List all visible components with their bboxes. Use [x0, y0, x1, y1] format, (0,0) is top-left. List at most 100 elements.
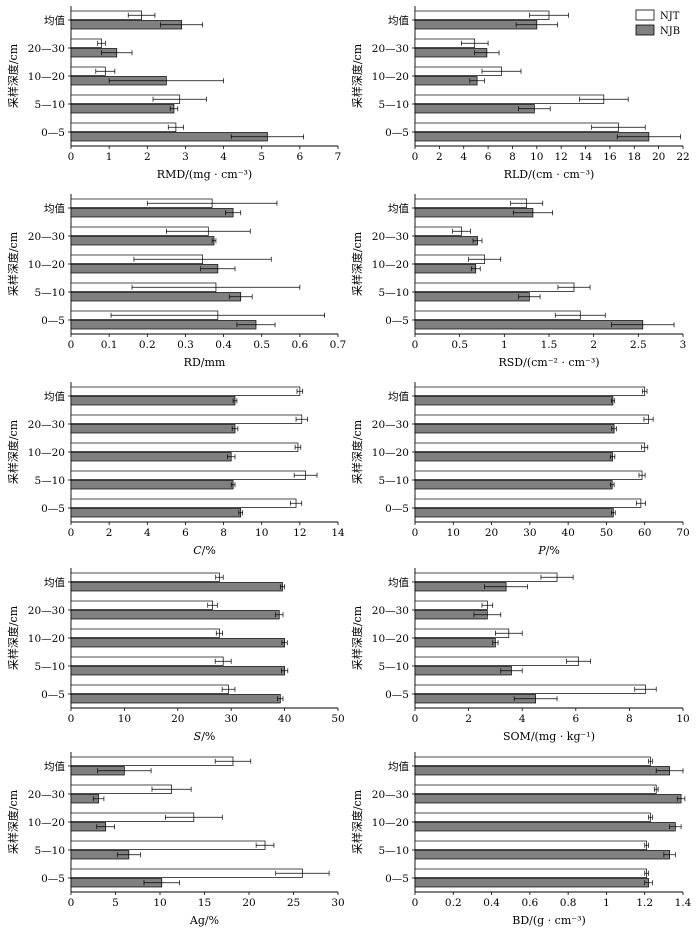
- bar-njt: [414, 600, 488, 610]
- y-tick-label: 20—30: [372, 605, 409, 617]
- bar-njb: [70, 236, 215, 246]
- x-tick-label: 0.5: [253, 339, 270, 351]
- x-tick-label: 0: [412, 897, 419, 909]
- x-tick-label: 40: [278, 713, 291, 725]
- x-axis-title: C/%: [193, 544, 216, 557]
- x-tick-label: 6: [572, 713, 579, 725]
- x-tick-label: 0.7: [330, 339, 347, 351]
- x-axis-title: BD/(g · cm⁻³): [512, 914, 586, 927]
- x-tick-label: 30: [225, 713, 238, 725]
- bar-njb: [70, 292, 242, 302]
- y-tick-label: 20—30: [28, 419, 65, 431]
- y-tick-label: 5—10: [378, 99, 409, 111]
- bar-njt: [70, 840, 266, 850]
- x-tick-label: 60: [638, 527, 651, 539]
- x-axis-title: RD/mm: [184, 356, 226, 369]
- x-tick-label: 0.3: [177, 339, 194, 351]
- x-tick-label: 20: [242, 897, 255, 909]
- bar-njt: [414, 442, 646, 452]
- x-tick-label: 0.6: [522, 897, 539, 909]
- y-tick-label: 0—5: [41, 873, 65, 885]
- bar-njt: [70, 600, 213, 610]
- x-tick-label: 0: [412, 339, 419, 351]
- x-tick-label: 1.5: [541, 339, 558, 351]
- y-tick-label: 均值: [44, 760, 65, 773]
- bar-njt: [414, 868, 647, 878]
- x-tick-label: 14: [331, 527, 345, 539]
- bar-njb: [70, 508, 242, 518]
- bar-njt: [70, 684, 229, 694]
- legend-swatch-njb: [635, 24, 655, 36]
- y-tick-label: 10—20: [28, 447, 65, 459]
- x-tick-label: 8: [509, 151, 516, 163]
- bar-njt: [414, 282, 575, 292]
- y-tick-label: 10—20: [372, 447, 409, 459]
- bar-njb: [70, 480, 234, 490]
- x-tick-label: 3: [680, 339, 687, 351]
- x-tick-label: 1.2: [636, 897, 653, 909]
- x-tick-label: 30: [523, 527, 536, 539]
- bar-njb: [70, 104, 175, 114]
- y-tick-label: 均值: [388, 760, 409, 773]
- bar-njb: [70, 694, 281, 704]
- y-tick-label: 10—20: [28, 817, 65, 829]
- bar-njt: [414, 756, 651, 766]
- bar-njt: [70, 386, 301, 396]
- x-tick-label: 40: [561, 527, 574, 539]
- bar-njt: [70, 756, 234, 766]
- bar-njt: [414, 784, 657, 794]
- bar-njb: [414, 424, 615, 434]
- y-tick-label: 5—10: [34, 99, 65, 111]
- bar-njb: [70, 264, 219, 274]
- x-tick-label: 50: [331, 713, 344, 725]
- panel-p: 0 10 20 30 40 50 60 70 0—5 5—10 10—20 20—30 均值 P/% 采样深…: [350, 382, 690, 557]
- x-tick-label: 7: [335, 151, 342, 163]
- bar-njt: [70, 38, 102, 48]
- y-axis-title: 采样深度/cm: [350, 789, 364, 854]
- bar-njt: [414, 122, 619, 132]
- bar-njt: [70, 498, 297, 508]
- bar-njb: [414, 292, 530, 302]
- y-tick-label: 5—10: [378, 287, 409, 299]
- x-tick-label: 10: [676, 713, 689, 725]
- panel-bd: 0 0.2 0.4 0.6 0.8 1 1.2 1.4 0—5 5—10 10—20 20—30 均值 B…: [350, 752, 692, 927]
- panel-som: 0 2 4 6 8 10 0—5 5—10 10—20 20—30 均值 SOM/(mg · kg⁻¹…: [350, 568, 690, 743]
- bar-njt: [70, 470, 306, 480]
- x-tick-label: 50: [600, 527, 613, 539]
- legend-swatch-njt: [635, 9, 655, 21]
- x-tick-label: 6: [297, 151, 304, 163]
- y-tick-label: 5—10: [34, 475, 65, 487]
- y-axis-title: 采样深度/cm: [6, 789, 20, 854]
- x-tick-label: 0: [68, 713, 75, 725]
- bar-njb: [70, 582, 283, 592]
- y-axis-title: 采样深度/cm: [350, 605, 364, 670]
- x-tick-label: 0.2: [445, 897, 462, 909]
- panel-rd: 0 0.1 0.2 0.3 0.4 0.5 0.6 0.7 0—5 5—10 10—20 20—30 均…: [6, 194, 346, 369]
- x-tick-label: 20: [652, 151, 665, 163]
- x-tick-label: 15: [198, 897, 211, 909]
- bar-njt: [70, 442, 299, 452]
- x-tick-label: 0: [412, 713, 419, 725]
- y-tick-label: 5—10: [378, 661, 409, 673]
- y-tick-label: 10—20: [372, 71, 409, 83]
- x-tick-label: 18: [628, 151, 641, 163]
- x-tick-label: 2: [144, 151, 151, 163]
- x-tick-label: 0.8: [560, 897, 577, 909]
- bar-njt: [414, 840, 647, 850]
- x-tick-label: 10: [255, 527, 268, 539]
- x-tick-label: 0.5: [451, 339, 468, 351]
- panel-rmd: 0 1 2 3 4 5 6 7 0—5 5—10 10—20 20—30 均值 RMD/(mg · cm⁻…: [6, 6, 341, 181]
- bar-njb: [414, 76, 478, 86]
- x-tick-label: 10: [118, 713, 131, 725]
- x-tick-label: 12: [554, 151, 567, 163]
- legend: NJT NJB: [635, 9, 680, 37]
- x-tick-label: 14: [579, 151, 593, 163]
- x-tick-label: 0.6: [292, 339, 309, 351]
- x-tick-label: 1: [106, 151, 113, 163]
- y-axis-title: 采样深度/cm: [6, 419, 20, 484]
- x-tick-label: 2: [436, 151, 443, 163]
- x-axis-title: P/%: [537, 544, 560, 557]
- y-tick-label: 0—5: [41, 503, 65, 515]
- bar-njb: [414, 666, 512, 676]
- x-tick-label: 0.4: [215, 339, 232, 351]
